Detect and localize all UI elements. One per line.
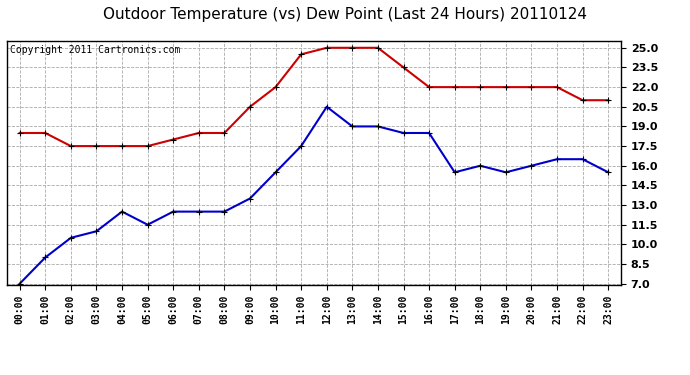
Text: Outdoor Temperature (vs) Dew Point (Last 24 Hours) 20110124: Outdoor Temperature (vs) Dew Point (Last… <box>103 8 587 22</box>
Text: Copyright 2011 Cartronics.com: Copyright 2011 Cartronics.com <box>10 45 180 55</box>
